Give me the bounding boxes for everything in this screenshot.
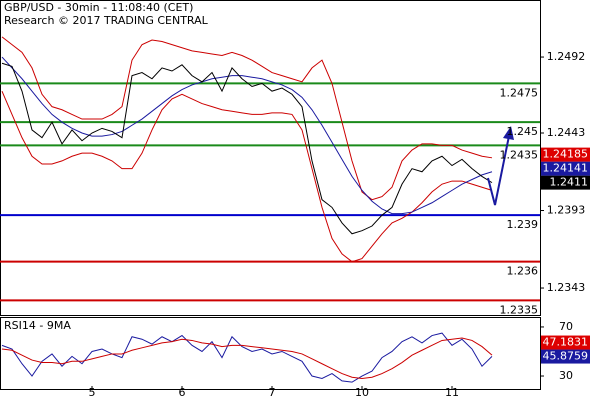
price-panel xyxy=(0,0,541,316)
x-tick-label: 11 xyxy=(445,386,459,399)
y-tick-label: 1.2443 xyxy=(547,126,586,139)
price-marker-label: 1.24185 xyxy=(543,148,589,161)
rsi-title: RSI14 - 9MA xyxy=(4,319,71,332)
price-marker-label: 45.8759 xyxy=(543,350,589,363)
y-tick-label: 1.2393 xyxy=(547,204,586,217)
forecast-arrow xyxy=(487,126,514,206)
price-marker-label: 47.1831 xyxy=(543,336,589,349)
series-line xyxy=(1,337,493,379)
price-marker-label: 1.24141 xyxy=(543,162,589,175)
level-label: 1.2335 xyxy=(500,303,539,316)
x-tick-label: 5 xyxy=(89,386,96,399)
price-marker-label: 1.2411 xyxy=(550,176,589,189)
y-tick-label: 70 xyxy=(559,320,573,333)
level-label: 1.236 xyxy=(507,265,539,278)
price-marker xyxy=(541,161,590,176)
chart-title: GBP/USD - 30min - 11:08:40 (CET) xyxy=(4,1,193,14)
chart-subtitle: Research © 2017 TRADING CENTRAL xyxy=(4,14,209,27)
y-tick-label: 1.2343 xyxy=(547,281,586,294)
y-tick-label: 30 xyxy=(559,369,573,382)
x-tick-label: 10 xyxy=(355,386,369,399)
price-marker xyxy=(541,349,590,364)
series-line xyxy=(1,332,493,383)
series-line xyxy=(1,36,493,201)
level-label: 1.2475 xyxy=(500,86,539,99)
price-marker xyxy=(541,335,590,350)
price-marker xyxy=(541,147,590,162)
series-line xyxy=(1,56,493,215)
level-label: 1.245 xyxy=(507,125,539,138)
y-tick-label: 1.2492 xyxy=(547,50,586,63)
price-marker xyxy=(541,175,590,190)
x-tick-label: 7 xyxy=(269,386,276,399)
level-label: 1.2435 xyxy=(500,148,539,161)
series-line xyxy=(1,90,493,263)
series-line xyxy=(1,62,493,235)
x-tick-label: 6 xyxy=(179,386,186,399)
level-label: 1.239 xyxy=(507,218,539,231)
